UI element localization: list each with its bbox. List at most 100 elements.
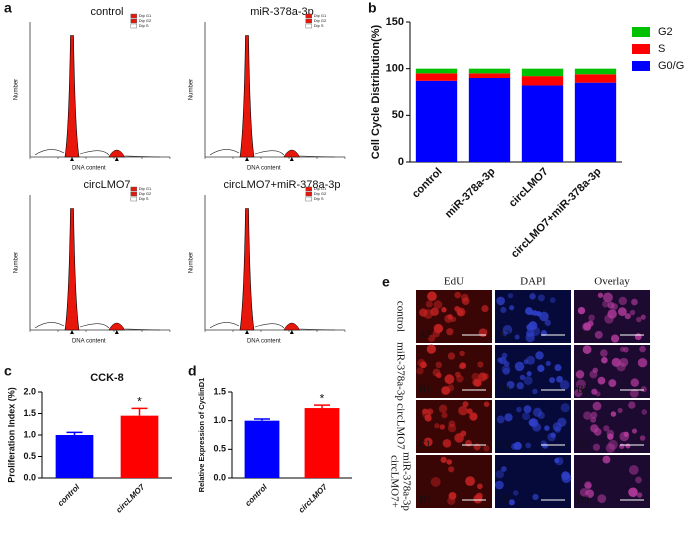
y-tick-label: 1.5 — [213, 386, 226, 396]
x-tick-label: circLMO7 — [297, 482, 330, 515]
cell-label: B3 — [577, 384, 589, 395]
nucleus — [459, 362, 467, 369]
nucleus — [532, 310, 538, 316]
nucleus — [605, 443, 616, 453]
y-axis-label: Number — [14, 79, 20, 100]
nucleus — [465, 439, 472, 447]
nucleus — [611, 303, 618, 310]
nucleus — [590, 416, 597, 423]
cell-label: B1 — [419, 384, 431, 395]
nucleus — [473, 443, 481, 451]
legend-label: Dip S — [314, 196, 324, 201]
y-tick-label: 150 — [386, 16, 404, 28]
nucleus — [433, 323, 444, 334]
nucleus — [525, 307, 533, 315]
error-bar — [66, 431, 83, 435]
x-tick-label: control — [243, 482, 269, 508]
bar — [304, 408, 340, 478]
nucleus — [513, 441, 522, 450]
nucleus — [554, 457, 560, 463]
nucleus — [456, 375, 464, 383]
nucleus — [444, 314, 453, 323]
nucleus — [446, 459, 452, 465]
nucleus — [592, 367, 598, 374]
nucleus — [628, 401, 636, 409]
nucleus — [624, 313, 631, 320]
chart-title: CCK-8 — [90, 372, 124, 384]
legend-label: Dip S — [139, 196, 149, 201]
nucleus — [496, 415, 505, 424]
nucleus — [628, 465, 639, 475]
nucleus — [502, 367, 510, 375]
micrograph — [574, 455, 650, 508]
nucleus — [448, 466, 455, 473]
nucleus — [637, 357, 648, 368]
nucleus — [557, 417, 567, 427]
x-tick-label: circLMO7 — [507, 166, 551, 210]
legend-swatch — [632, 44, 650, 54]
nucleus — [592, 443, 601, 451]
panel-label: b — [368, 0, 377, 16]
legend-label: Dip S — [314, 23, 324, 28]
row-label: circLMO7+ — [388, 455, 400, 508]
nucleus — [537, 411, 545, 420]
nucleus — [631, 298, 638, 306]
nucleus — [496, 296, 505, 306]
fit-curve — [209, 322, 336, 331]
x-tick-label: miR-378a-3p — [443, 165, 498, 220]
x-tick-label: control — [410, 166, 445, 201]
legend-swatch — [305, 18, 312, 24]
panel-label: d — [188, 363, 197, 379]
legend-swatch — [632, 61, 650, 71]
nucleus — [447, 496, 456, 505]
nucleus — [625, 443, 631, 449]
marker — [245, 330, 294, 334]
nucleus — [603, 292, 613, 303]
nucleus — [608, 439, 618, 450]
nucleus — [513, 490, 519, 496]
cell-label: C1 — [419, 439, 431, 450]
nucleus — [639, 435, 646, 441]
nucleus — [458, 405, 468, 416]
bar-segment — [521, 76, 564, 86]
y-axis-label: Proliferation Index (%) — [6, 387, 16, 483]
nucleus — [556, 375, 563, 383]
row-label: circLMO7 — [394, 403, 406, 450]
nucleus — [577, 306, 586, 315]
row-label: miR-378a-3p — [400, 452, 412, 511]
x-tick-label: control — [56, 482, 82, 508]
bar-segment — [415, 80, 458, 162]
x-axis-label: DNA content — [247, 339, 281, 345]
nucleus — [617, 307, 627, 316]
g1-peak — [64, 35, 80, 158]
nucleus — [461, 297, 470, 306]
nucleus — [503, 361, 510, 367]
nucleus — [448, 420, 456, 428]
marker — [245, 157, 294, 161]
legend-label: Dip G1 — [314, 13, 327, 18]
bar — [55, 435, 94, 478]
nucleus — [444, 374, 455, 385]
nucleus — [594, 330, 603, 339]
cell-label: A3 — [577, 329, 589, 340]
nucleus — [500, 466, 507, 472]
nucleus — [522, 412, 531, 421]
nucleus — [495, 470, 505, 479]
nucleus — [523, 359, 529, 365]
nucleus — [619, 357, 629, 367]
nucleus — [501, 352, 508, 359]
legend-swatch — [305, 13, 312, 19]
nucleus — [441, 386, 451, 395]
y-tick-label: 1.0 — [23, 429, 36, 439]
nucleus — [424, 414, 432, 422]
legend-swatch — [632, 27, 650, 37]
nucleus — [601, 356, 608, 364]
nucleus — [427, 291, 437, 302]
plot-title: circLMO7 — [83, 179, 130, 191]
legend-swatch — [130, 191, 138, 197]
y-tick-label: 1.5 — [23, 408, 36, 418]
nucleus — [590, 411, 598, 419]
nucleus — [635, 476, 642, 484]
bar-segment — [468, 68, 511, 74]
nucleus — [640, 314, 646, 320]
